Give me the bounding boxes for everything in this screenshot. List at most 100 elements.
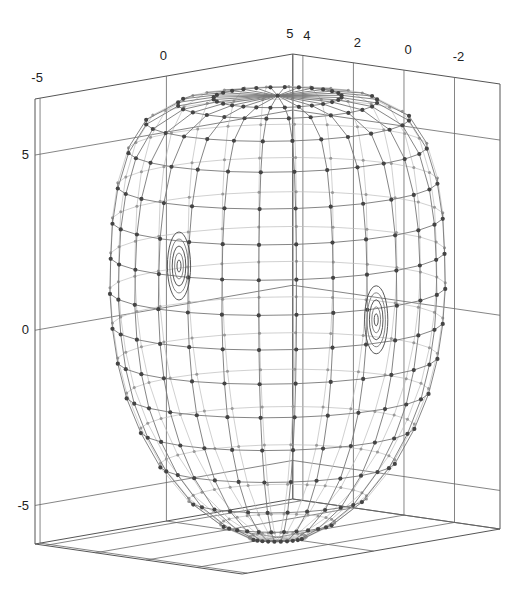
mesh-meridian <box>434 225 436 260</box>
mesh-meridian <box>224 383 227 417</box>
mesh-meridian <box>158 309 160 344</box>
mesh-meridian <box>278 91 332 96</box>
mesh-vertex <box>412 166 415 169</box>
mesh-ring <box>222 279 259 281</box>
mesh-vertex <box>329 332 332 335</box>
mesh-meridian <box>178 97 214 102</box>
mesh-vertex <box>228 509 232 513</box>
mesh-meridian <box>414 389 428 425</box>
mesh-ring <box>188 229 222 232</box>
mesh-meridian <box>288 482 291 513</box>
mesh-meridian <box>134 404 147 438</box>
mesh-ring <box>188 264 222 267</box>
mesh-meridian <box>295 209 297 245</box>
mesh-ring <box>171 167 197 170</box>
mesh-vertex <box>251 538 255 542</box>
mesh-vertex <box>221 91 225 95</box>
mesh-vertex <box>203 410 206 413</box>
mesh-vertex <box>324 525 328 529</box>
mesh-ring <box>296 243 332 245</box>
mesh-meridian <box>271 514 274 533</box>
grid-line <box>40 98 41 543</box>
mesh-vertex <box>443 287 447 291</box>
mesh-meridian <box>184 115 207 136</box>
mesh-vertex <box>349 444 353 448</box>
mesh-meridian <box>189 498 221 523</box>
mesh-meridian <box>119 229 121 264</box>
mesh-vertex <box>339 506 343 510</box>
mesh-vertex <box>133 386 136 389</box>
mesh-ring <box>197 415 228 417</box>
mesh-meridian <box>295 350 297 384</box>
mesh-ring <box>234 140 263 142</box>
mesh-meridian <box>121 194 126 229</box>
mesh-ring <box>259 296 296 298</box>
mesh-ring <box>268 484 288 485</box>
mesh-vertex <box>433 206 436 209</box>
mesh-vertex <box>330 100 334 104</box>
mesh-meridian <box>234 118 245 141</box>
mesh-meridian <box>258 315 259 350</box>
mesh-vertex <box>147 406 151 410</box>
mesh-meridian <box>197 415 205 448</box>
mesh-ring <box>395 230 418 235</box>
mesh-meridian <box>331 158 333 192</box>
mesh-vertex <box>222 115 226 119</box>
mesh-ring <box>214 510 230 512</box>
mesh-vertex <box>351 503 355 507</box>
mesh-vertex <box>276 94 280 98</box>
mesh-meridian <box>366 275 367 310</box>
mesh-meridian <box>261 370 263 407</box>
mesh-vertex <box>190 379 194 383</box>
grid-line <box>302 55 303 500</box>
mesh-vertex <box>237 445 240 448</box>
mesh-ring <box>367 271 396 275</box>
mesh-ring <box>261 369 295 371</box>
mesh-meridian <box>443 219 445 254</box>
tick-label: 2 <box>354 35 361 50</box>
mesh-vertex <box>258 207 262 211</box>
mesh-vertex <box>365 273 369 277</box>
mesh-ring <box>437 277 445 283</box>
mesh-ring <box>178 452 194 456</box>
mesh-meridian <box>193 505 223 527</box>
mesh-ring <box>317 445 341 446</box>
mesh-ring <box>118 276 134 282</box>
mesh-vertex <box>294 156 297 159</box>
mesh-vertex <box>387 466 391 470</box>
mesh-ring <box>285 106 299 108</box>
mesh-meridian <box>128 125 146 154</box>
mesh-meridian <box>261 99 263 124</box>
mesh-ring <box>161 442 180 446</box>
mesh-meridian <box>245 107 257 118</box>
mesh-meridian <box>371 134 384 164</box>
mesh-ring <box>134 404 149 409</box>
mesh-vertex <box>321 87 325 91</box>
mesh-ring <box>333 239 367 242</box>
mesh-vertex <box>257 243 261 247</box>
mesh-vertex <box>375 470 379 474</box>
mesh-meridian <box>160 344 164 378</box>
mesh-meridian <box>429 189 434 224</box>
mesh-vertex <box>133 303 137 307</box>
mesh-meridian <box>164 378 170 412</box>
mesh-meridian <box>331 207 333 243</box>
mesh-ring <box>239 445 265 446</box>
mesh-vertex <box>282 530 286 534</box>
mesh-ring <box>397 301 421 306</box>
mesh-vertex <box>225 415 229 419</box>
mesh-meridian <box>389 434 408 468</box>
mesh-vertex <box>241 105 245 109</box>
mesh-vertex <box>223 158 226 161</box>
mesh-vertex <box>287 116 291 120</box>
mesh-vertex <box>329 113 333 117</box>
mesh-meridian <box>136 115 153 142</box>
mesh-vertex <box>181 107 185 111</box>
mesh-vertex <box>257 278 261 282</box>
mesh-ring <box>414 365 430 370</box>
mesh-meridian <box>189 163 192 197</box>
mesh-ring <box>363 200 391 204</box>
mesh-ring <box>367 264 397 267</box>
mesh-meridian <box>159 239 160 274</box>
mesh-vertex <box>293 415 297 419</box>
